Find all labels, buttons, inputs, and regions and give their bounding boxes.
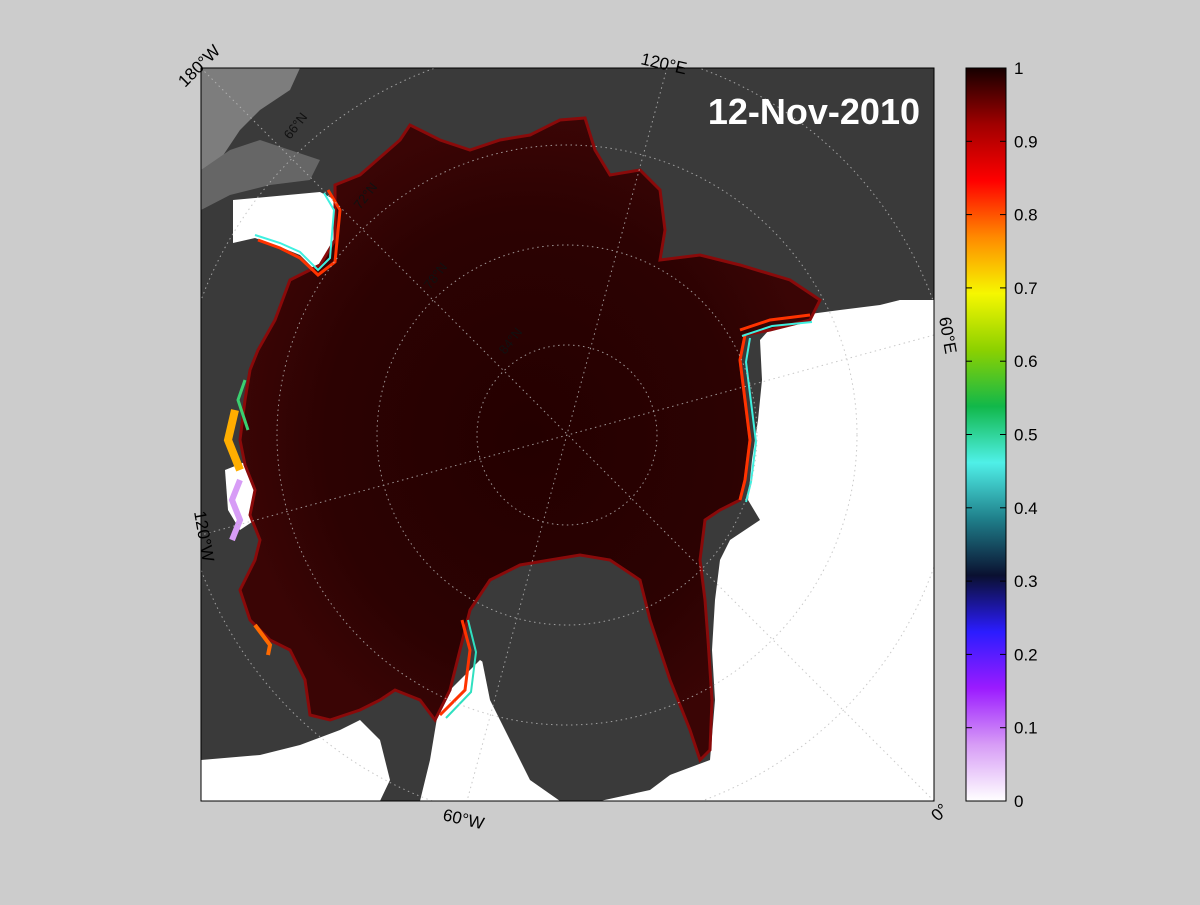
sea-ice-main [238, 116, 822, 763]
ice-edge-fringe-west [223, 409, 244, 472]
ice-edge-fringe-bering-cyan [254, 192, 336, 272]
colorbar-fill [965, 67, 1007, 802]
colorbar-tick-label: 0.4 [1014, 499, 1038, 518]
date-label: 12-Nov-2010 [708, 91, 920, 132]
lon-label-0: 0° [927, 800, 952, 825]
lat-circle-84n [476, 344, 658, 526]
ice-edge-fringe-baffin-cyan [445, 619, 478, 719]
lon-label-60e: 60°E [935, 315, 960, 355]
colorbar-tick-label: 0.5 [1014, 426, 1038, 445]
colorbar-tick-label: 1 [1014, 59, 1023, 78]
colorbar-ticks: 1 0.9 0.8 0.7 0.6 0.5 0.4 0.3 0.2 0.1 0 [966, 59, 1038, 811]
ice-edge-fringe-west-green [236, 379, 250, 431]
colorbar-tick-label: 0.3 [1014, 572, 1038, 591]
map-panel: 66°N 72°N 78°N 84°N 12-Nov-2010 [201, 68, 934, 801]
ice-edge-fringe-west-purple [228, 478, 244, 542]
ice-edge-fringe-barents-cyan [741, 321, 813, 337]
ice-edge-fringe-baffin [438, 619, 472, 717]
colorbar-tick-label: 0.9 [1014, 132, 1038, 151]
barents-open-water [790, 300, 905, 375]
colorbar: 1 0.9 0.8 0.7 0.6 0.5 0.4 0.3 0.2 0.1 0 [965, 59, 1038, 811]
colorbar-tick-label: 0.7 [1014, 279, 1038, 298]
ice-edge-fringe-hudson [253, 623, 273, 656]
colorbar-tick-label: 0.1 [1014, 719, 1038, 738]
colorbar-tick-label: 0.2 [1014, 645, 1038, 664]
lat-circle-72n [276, 144, 858, 726]
lat-circle-78n [376, 244, 758, 626]
bering-open-water [233, 192, 345, 275]
lon-label-60w: 60°W [441, 805, 486, 833]
map-frame [200, 67, 935, 802]
ice-edge-fringe-east [738, 334, 752, 501]
ice-edge-fringe-bering [257, 189, 342, 277]
graticule [201, 68, 934, 801]
hudson-open-water [201, 720, 390, 801]
alaska-land-light [201, 68, 300, 170]
atlantic-open-water [600, 300, 934, 801]
colorbar-tick-label: 0 [1014, 792, 1023, 811]
ice-edge-fringe-barents [739, 313, 811, 332]
colorbar-tick-label: 0.8 [1014, 206, 1038, 225]
colorbar-tick-label: 0.6 [1014, 352, 1038, 371]
